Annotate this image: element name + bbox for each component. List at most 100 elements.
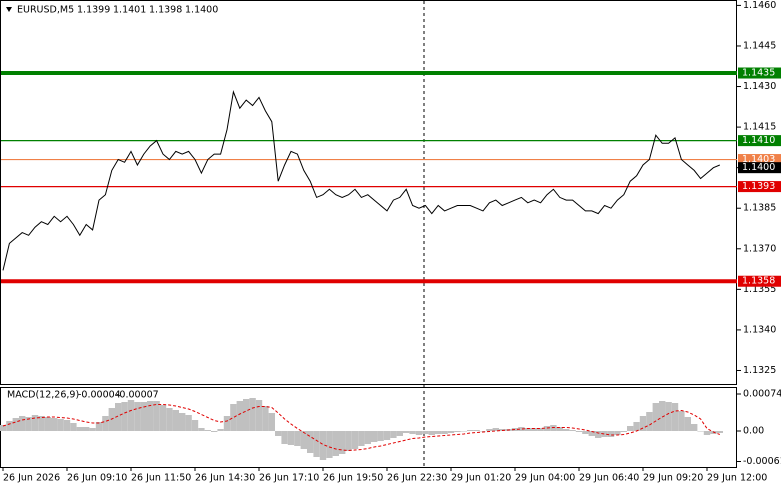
macd-bar: [89, 428, 96, 431]
macd-bar: [31, 415, 39, 431]
macd-bar: [217, 429, 224, 431]
macd-bar: [409, 431, 416, 434]
macd-bar: [639, 416, 647, 431]
macd-bar: [441, 431, 448, 434]
macd-bar: [102, 416, 109, 431]
macd-bar: [230, 404, 237, 431]
macd-bar: [511, 428, 519, 431]
macd-bar: [121, 402, 128, 431]
macd-bar: [435, 431, 442, 434]
price-panel: [0, 0, 737, 385]
level-label: 1.1403: [742, 154, 775, 165]
macd-bar: [281, 431, 288, 444]
level-label: 1.1400: [742, 162, 775, 173]
x-tick-label: 29 Jun 09:20: [643, 473, 703, 484]
macd-bar: [147, 401, 154, 431]
signal-value: -0.00007: [116, 390, 159, 401]
macd-bar: [716, 431, 723, 433]
macd-bar: [659, 401, 666, 431]
macd-bar: [665, 402, 672, 431]
price-line: [2, 90, 720, 271]
quote-value: 1.1400: [185, 5, 218, 16]
macd-bar: [339, 431, 346, 454]
macd-bar: [646, 412, 653, 431]
macd-bar: [204, 430, 211, 431]
macd-bar: [627, 426, 634, 431]
y-tick-label: 0.00074: [743, 389, 781, 400]
level-label: 1.1435: [742, 68, 775, 79]
macd-bar: [275, 431, 282, 436]
macd-bar: [319, 431, 327, 460]
macd-bar: [492, 428, 499, 431]
symbol: EURUSD,M5: [17, 5, 74, 16]
header: EURUSD,M5 1.1399 1.1401 1.1398 1.1400: [17, 5, 218, 16]
level-label-box: [738, 181, 781, 193]
macd-bar: [255, 400, 263, 431]
macd-bar: [390, 431, 397, 438]
macd-bar: [268, 413, 275, 431]
macd-bar: [166, 408, 173, 431]
y-tick-label: 1.1445: [743, 40, 776, 51]
macd-bar: [652, 403, 659, 431]
x-tick-label: 26 Jun 11:50: [131, 473, 191, 484]
macd-bar: [415, 431, 423, 435]
macd-bar: [243, 399, 250, 431]
macd-bar: [524, 428, 531, 431]
x-tick-label: 29 Jun 12:00: [707, 473, 767, 484]
y-tick-label: 0.00: [743, 426, 764, 437]
y-tick-label: 1.1415: [743, 122, 776, 133]
macd-bar: [57, 419, 64, 431]
macd-bar: [223, 416, 231, 431]
macd-bar: [63, 420, 71, 431]
level-label-box: [738, 275, 781, 287]
macd-bar: [703, 431, 711, 435]
macd-bar: [313, 431, 320, 457]
level-label: 1.1358: [742, 276, 775, 287]
macd-bar: [697, 431, 704, 432]
macd-bar: [95, 422, 103, 431]
macd-bar: [383, 431, 391, 440]
macd-bar: [614, 431, 621, 435]
macd-bar: [300, 431, 307, 449]
x-tick-label: 26 Jun 19:50: [323, 473, 383, 484]
macd-bar: [185, 415, 192, 431]
macd-bar: [671, 403, 679, 431]
menu-arrow: [6, 7, 12, 12]
level-label-box: [738, 162, 781, 174]
quote-value: 1.1401: [113, 5, 146, 16]
macd-bar: [575, 431, 583, 432]
macd-bar: [601, 431, 608, 437]
macd-bar: [563, 429, 570, 431]
quote-value: 1.1399: [77, 5, 110, 16]
macd-bar: [326, 431, 333, 458]
macd-bar: [115, 403, 122, 431]
y-tick-label: 1.1430: [743, 81, 776, 92]
macd-bar: [428, 431, 435, 435]
level-label-box: [738, 154, 781, 166]
macd-bar: [403, 431, 410, 433]
macd-bar: [211, 431, 218, 432]
macd-bar: [12, 418, 19, 431]
macd-bar: [473, 430, 480, 431]
x-tick-label: 26 Jun 22:30: [387, 473, 447, 484]
x-tick-label: 29 Jun 01:20: [451, 473, 511, 484]
macd-bar: [179, 413, 186, 431]
macd-bar: [582, 431, 589, 434]
macd-bar: [70, 423, 77, 431]
macd-bar: [371, 431, 378, 442]
macd-bar: [467, 430, 474, 431]
macd-bar: [460, 431, 467, 432]
macd-bar: [332, 431, 339, 456]
macd-bar: [396, 431, 403, 436]
macd-bar: [345, 431, 352, 451]
macd-bar: [307, 431, 314, 453]
y-tick-label: 1.1340: [743, 324, 776, 335]
macd-bar: [486, 429, 493, 431]
macd-bar: [454, 431, 461, 432]
quote-value: 1.1398: [149, 5, 182, 16]
macd-bar: [678, 411, 685, 431]
macd-bar: [262, 406, 269, 431]
level-label: 1.1393: [742, 181, 775, 192]
macd-bar: [364, 431, 371, 444]
x-tick-label: 29 Jun 04:00: [515, 473, 575, 484]
